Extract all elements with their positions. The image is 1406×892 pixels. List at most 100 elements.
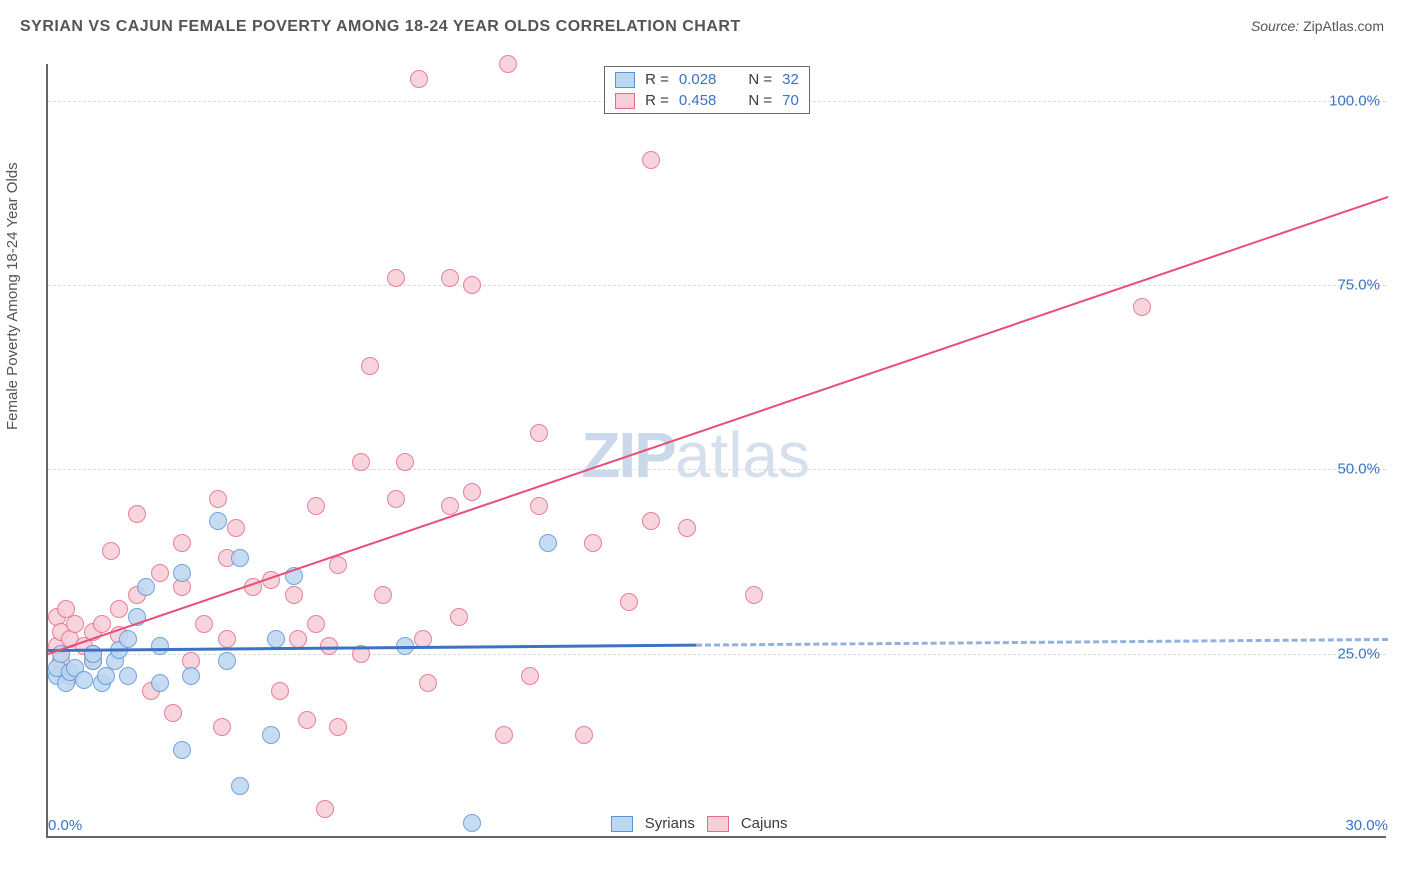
y-tick-label: 25.0%	[1337, 645, 1380, 662]
scatter-point-cajuns	[164, 704, 182, 722]
scatter-point-syrians	[463, 814, 481, 832]
scatter-point-cajuns	[307, 497, 325, 515]
scatter-point-cajuns	[396, 453, 414, 471]
chart-title: SYRIAN VS CAJUN FEMALE POVERTY AMONG 18-…	[20, 18, 741, 36]
scatter-point-cajuns	[387, 490, 405, 508]
gridline	[48, 469, 1386, 470]
scatter-point-syrians	[75, 671, 93, 689]
trend-line-syrians	[48, 639, 1388, 650]
scatter-point-cajuns	[463, 483, 481, 501]
source-attribution: Source: ZipAtlas.com	[1251, 18, 1384, 34]
legend-swatch	[611, 816, 633, 832]
scatter-point-cajuns	[316, 800, 334, 818]
scatter-point-cajuns	[495, 726, 513, 744]
scatter-point-cajuns	[678, 519, 696, 537]
scatter-point-cajuns	[450, 608, 468, 626]
scatter-point-syrians	[231, 549, 249, 567]
scatter-point-cajuns	[745, 586, 763, 604]
scatter-point-cajuns	[463, 276, 481, 294]
legend-swatch	[615, 72, 635, 88]
legend-series-label: Syrians	[645, 815, 695, 832]
legend-n-value: 70	[782, 92, 799, 109]
scatter-point-cajuns	[298, 711, 316, 729]
legend-correlation-box: R = 0.028 N = 32 R = 0.458 N = 70	[604, 66, 810, 114]
x-tick-label: 30.0%	[1345, 817, 1388, 834]
legend-n-value: 32	[782, 71, 799, 88]
scatter-point-syrians	[84, 645, 102, 663]
scatter-point-cajuns	[128, 505, 146, 523]
watermark: ZIPatlas	[581, 418, 810, 492]
legend-n-label: N =	[748, 71, 772, 88]
gridline	[48, 285, 1386, 286]
scatter-point-cajuns	[151, 564, 169, 582]
gridline	[48, 654, 1386, 655]
trend-line-cajuns	[48, 197, 1388, 654]
scatter-point-syrians	[267, 630, 285, 648]
scatter-point-syrians	[151, 637, 169, 655]
scatter-point-cajuns	[352, 453, 370, 471]
legend-row-cajuns: R = 0.458 N = 70	[605, 90, 809, 111]
legend-swatch	[615, 93, 635, 109]
scatter-point-syrians	[218, 652, 236, 670]
scatter-point-cajuns	[575, 726, 593, 744]
legend-r-value: 0.458	[679, 92, 717, 109]
source-value: ZipAtlas.com	[1303, 18, 1384, 34]
y-tick-label: 50.0%	[1337, 461, 1380, 478]
scatter-point-cajuns	[521, 667, 539, 685]
scatter-point-syrians	[119, 630, 137, 648]
scatter-point-cajuns	[329, 718, 347, 736]
scatter-point-cajuns	[387, 269, 405, 287]
legend-r-label: R =	[645, 71, 669, 88]
scatter-point-cajuns	[213, 718, 231, 736]
legend-series: Syrians Cajuns	[611, 815, 788, 832]
scatter-point-cajuns	[102, 542, 120, 560]
scatter-point-cajuns	[361, 357, 379, 375]
scatter-point-syrians	[539, 534, 557, 552]
scatter-point-syrians	[173, 564, 191, 582]
scatter-point-cajuns	[410, 70, 428, 88]
source-label: Source:	[1251, 18, 1299, 34]
y-tick-label: 100.0%	[1329, 92, 1380, 109]
scatter-point-cajuns	[374, 586, 392, 604]
scatter-point-cajuns	[530, 424, 548, 442]
scatter-point-cajuns	[209, 490, 227, 508]
scatter-point-syrians	[262, 726, 280, 744]
scatter-point-cajuns	[642, 151, 660, 169]
scatter-point-cajuns	[642, 512, 660, 530]
y-tick-label: 75.0%	[1337, 277, 1380, 294]
scatter-point-syrians	[173, 741, 191, 759]
legend-swatch	[707, 816, 729, 832]
scatter-point-cajuns	[329, 556, 347, 574]
scatter-point-syrians	[151, 674, 169, 692]
scatter-point-cajuns	[584, 534, 602, 552]
scatter-point-cajuns	[66, 615, 84, 633]
legend-n-label: N =	[748, 92, 772, 109]
scatter-point-cajuns	[307, 615, 325, 633]
scatter-point-cajuns	[93, 615, 111, 633]
scatter-point-syrians	[137, 578, 155, 596]
scatter-point-syrians	[209, 512, 227, 530]
scatter-point-cajuns	[441, 269, 459, 287]
legend-r-value: 0.028	[679, 71, 717, 88]
scatter-point-cajuns	[620, 593, 638, 611]
legend-row-syrians: R = 0.028 N = 32	[605, 69, 809, 90]
scatter-point-cajuns	[227, 519, 245, 537]
scatter-point-cajuns	[218, 630, 236, 648]
scatter-point-syrians	[182, 667, 200, 685]
scatter-point-cajuns	[530, 497, 548, 515]
scatter-point-cajuns	[271, 682, 289, 700]
scatter-point-cajuns	[499, 55, 517, 73]
scatter-point-cajuns	[173, 534, 191, 552]
legend-r-label: R =	[645, 92, 669, 109]
scatter-point-cajuns	[419, 674, 437, 692]
legend-series-label: Cajuns	[741, 815, 788, 832]
scatter-point-cajuns	[289, 630, 307, 648]
x-tick-label: 0.0%	[48, 817, 82, 834]
scatter-point-cajuns	[195, 615, 213, 633]
scatter-point-cajuns	[110, 600, 128, 618]
scatter-point-cajuns	[285, 586, 303, 604]
y-axis-label: Female Poverty Among 18-24 Year Olds	[4, 162, 21, 430]
scatter-point-syrians	[119, 667, 137, 685]
scatter-point-syrians	[231, 777, 249, 795]
scatter-plot-area: 25.0% 50.0% 75.0% 100.0% 0.0% 30.0% ZIPatlas R …	[46, 64, 1386, 838]
